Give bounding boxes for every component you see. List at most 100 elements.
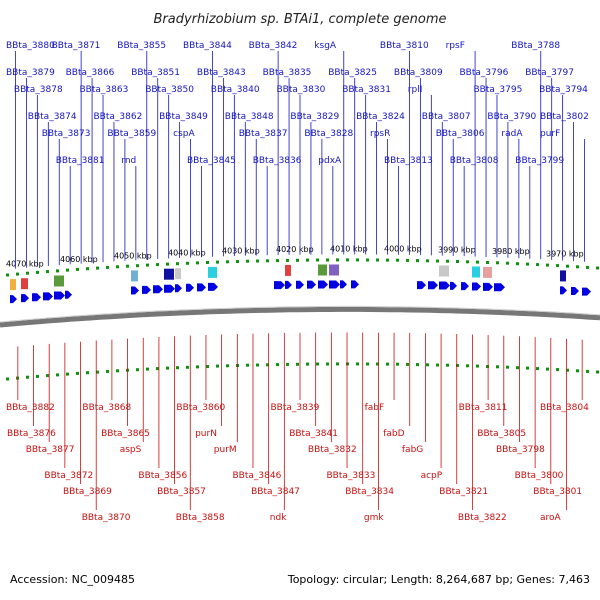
tick-dot [576,265,579,269]
gene-label: BBta_3831 [342,85,391,95]
forward-gene-arrow [164,284,175,293]
tick-dot [226,260,229,264]
tick-dot [276,259,279,263]
gene-label: BBta_3836 [253,156,302,166]
scale-label: 4020 kbp [276,245,314,254]
gene-label: purF [540,129,560,139]
tick-dot [246,259,249,263]
gene-category-box [21,278,28,290]
tick-dot [216,364,219,368]
map-title: Bradyrhizobium sp. BTAi1, complete genom… [153,12,446,27]
gene-label: BBta_3880 [6,41,55,51]
tick-dot [536,367,539,371]
tick-dot [426,363,429,367]
backbone-line [0,306,600,328]
gene-label: BBta_3871 [52,41,101,51]
scale-ticks [6,258,599,381]
scale-label: 4050 kbp [114,251,152,260]
forward-gene-arrow [54,291,65,300]
gene-label: BBta_3845 [187,156,236,166]
forward-gene-arrow [131,286,139,295]
gene-label: BBta_3790 [487,112,536,122]
gene-labels: BBta_3880 BBta_3879 BBta_3878 BBta_3874 BBta… [6,41,589,523]
gene-label: BBta_3876 [7,429,56,439]
tick-dot [276,363,279,367]
tick-dot [176,262,179,266]
gene-label: BBta_3850 [145,85,194,95]
forward-gene-arrow [43,292,53,301]
gene-label: BBta_3833 [327,471,376,481]
tick-dot [96,266,99,270]
gene-label: aspS [120,445,142,455]
tick-dot [56,373,59,377]
forward-gene-arrow [472,282,481,291]
gene-label: cspA [173,129,195,139]
forward-gene-arrow [285,280,292,289]
gene-category-box [208,266,217,278]
tick-dot [46,270,49,274]
tick-dot [256,363,259,367]
gene-label: pdxA [318,156,342,166]
gene-label: BBta_3879 [6,68,55,78]
tick-dot [526,366,529,370]
gene-label: BBta_3866 [66,68,115,78]
tick-dot [66,268,69,272]
tick-dot [126,264,129,268]
gene-label: BBta_3804 [540,403,589,413]
gene-label: BBta_3832 [308,445,357,455]
tick-dot [376,362,379,366]
gene-label: aroA [540,513,562,523]
scale-labels: 4070 kbp 4060 kbp 4050 kbp 4040 kbp 4030 kbp… [6,245,584,269]
accession-text: Accession: NC_009485 [10,573,136,586]
scale-label: 4000 kbp [384,245,422,254]
tick-dot [466,260,469,264]
tick-dot [186,365,189,369]
forward-gene-arrow [65,290,72,299]
backbone-highlight [0,305,600,323]
gene-category-box [472,266,480,278]
tick-dot [366,362,369,366]
tick-dot [236,260,239,263]
gene-label: gmk [364,513,384,523]
tick-dot [266,259,269,263]
gene-category-box [318,264,327,276]
gene-label: BBta_3858 [176,513,225,523]
tick-dot [446,259,449,263]
tick-dot [596,266,599,270]
tick-dot [156,263,159,267]
tick-dot [356,362,359,366]
gene-category-box [439,265,449,277]
tick-dot [466,364,469,368]
tick-dot [176,366,179,370]
tick-dot [296,258,299,262]
gene-label: BBta_3829 [290,112,339,122]
tick-dot [516,366,519,370]
gene-label: acpP [421,471,443,481]
forward-gene-arrow [329,280,340,289]
tick-dot [6,273,9,277]
tick-dot [506,365,509,369]
gene-label: BBta_3811 [459,403,508,413]
scale-label: 4010 kbp [330,245,368,254]
gene-label: BBta_3869 [63,487,112,497]
tick-dot [456,260,459,263]
tick-dot [326,362,329,366]
gene-label: ksgA [314,41,337,51]
gene-label: BBta_3799 [515,156,564,166]
forward-gene-arrow [428,281,438,290]
tick-dot [546,263,549,267]
tick-dot [406,258,409,262]
gene-label: BBta_3849 [159,112,208,122]
forward-gene-arrow [296,280,304,289]
gene-label: BBta_3851 [131,68,180,78]
tick-dot [296,362,299,366]
gene-label: BBta_3825 [328,68,377,78]
gene-category-box [164,268,174,280]
gene-category-box [131,270,138,282]
tick-dot [416,259,419,263]
gene-label: BBta_3828 [304,129,353,139]
gene-label: BBta_3802 [540,112,589,122]
tick-dot [476,364,479,368]
tick-dot [576,369,579,373]
